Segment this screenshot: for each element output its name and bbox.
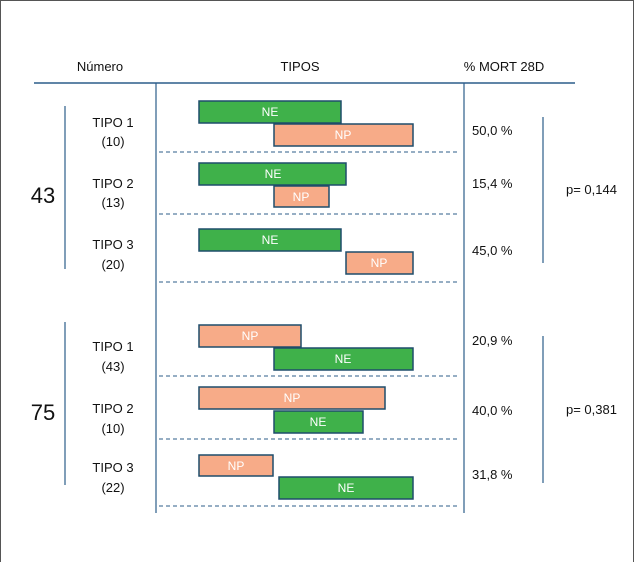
group-2-tipo-1-bar-ne-label: NE <box>335 352 352 366</box>
group-2-tipo-1-bar-np-label: NP <box>242 329 259 343</box>
group-1-tipo-2-bar-np-label: NP <box>293 190 310 204</box>
group-1-tipo-3-n: (20) <box>101 257 124 272</box>
group-1-tipo-2-mort: 15,4 % <box>472 176 513 191</box>
group-1-tipo-1-bar-ne-label: NE <box>262 105 279 119</box>
group-1-tipo-1-mort: 50,0 % <box>472 123 513 138</box>
group-2-tipo-2-bar-ne <box>273 410 364 434</box>
group-1-tipo-2-bar-ne <box>198 162 347 186</box>
group-2-tipo-2-mort: 40,0 % <box>472 403 513 418</box>
group-2-tipo-3-name: TIPO 3 <box>92 460 133 475</box>
group-2-tipo-3-bar-np-label: NP <box>228 459 245 473</box>
header-mort: % MORT 28D <box>464 59 544 74</box>
group-1-tipo-3-bar-np-label: NP <box>371 256 388 270</box>
group-2-tipo-3-bar-np <box>198 454 274 477</box>
header-numero: Número <box>77 59 123 74</box>
group-2-tipo-3-bar-ne-label: NE <box>338 481 355 495</box>
group-2-tipo-1-bar-np <box>198 324 302 348</box>
group-1-tipo-3-bar-ne <box>198 228 342 252</box>
group-1-tipo-2-bar-ne-label: NE <box>265 167 282 181</box>
group-1-tipo-1-n: (10) <box>101 134 124 149</box>
group-2-tipo-3-mort: 31,8 % <box>472 467 513 482</box>
group-1-tipo-3-mort: 45,0 % <box>472 243 513 258</box>
group-2-tipo-2-n: (10) <box>101 421 124 436</box>
group-1-p-value: p= 0,144 <box>566 182 617 197</box>
group-2-tipo-1-name: TIPO 1 <box>92 339 133 354</box>
group-1-count: 43 <box>31 183 55 208</box>
group-2: 75 p= 0,381 TIPO 1 (43) NP NE 20,9 % TIP… <box>31 322 617 507</box>
group-2-count: 75 <box>31 400 55 425</box>
group-2-tipo-1-n: (43) <box>101 359 124 374</box>
group-2-tipo-2-bar-ne-label: NE <box>310 415 327 429</box>
group-1-tipo-2-bar-np <box>273 185 330 208</box>
group-2-tipo-1-mort: 20,9 % <box>472 333 513 348</box>
group-1-tipo-2-n: (13) <box>101 195 124 210</box>
group-2-tipo-2-name: TIPO 2 <box>92 401 133 416</box>
group-2-tipo-3-bar-ne <box>278 476 414 500</box>
group-1-tipo-1-bar-ne <box>198 100 342 124</box>
group-1-tipo-3-bar-ne-label: NE <box>262 233 279 247</box>
group-1-tipo-1-bar-np <box>273 123 414 147</box>
group-1-tipo-1-name: TIPO 1 <box>92 115 133 130</box>
group-1: 43 p= 0,144 TIPO 1 (10) NE NP 50,0 % TIP… <box>31 100 617 283</box>
group-1-tipo-3-bar-np <box>345 251 414 275</box>
group-2-tipo-2-bar-np <box>198 386 386 410</box>
group-1-tipo-3-name: TIPO 3 <box>92 237 133 252</box>
group-2-tipo-1-bar-ne <box>273 347 414 371</box>
group-1-tipo-2-name: TIPO 2 <box>92 176 133 191</box>
group-2-tipo-2-bar-np-label: NP <box>284 391 301 405</box>
group-2-p-value: p= 0,381 <box>566 402 617 417</box>
group-2-tipo-3-n: (22) <box>101 480 124 495</box>
header-tipos: TIPOS <box>280 59 319 74</box>
group-1-tipo-1-bar-np-label: NP <box>335 128 352 142</box>
